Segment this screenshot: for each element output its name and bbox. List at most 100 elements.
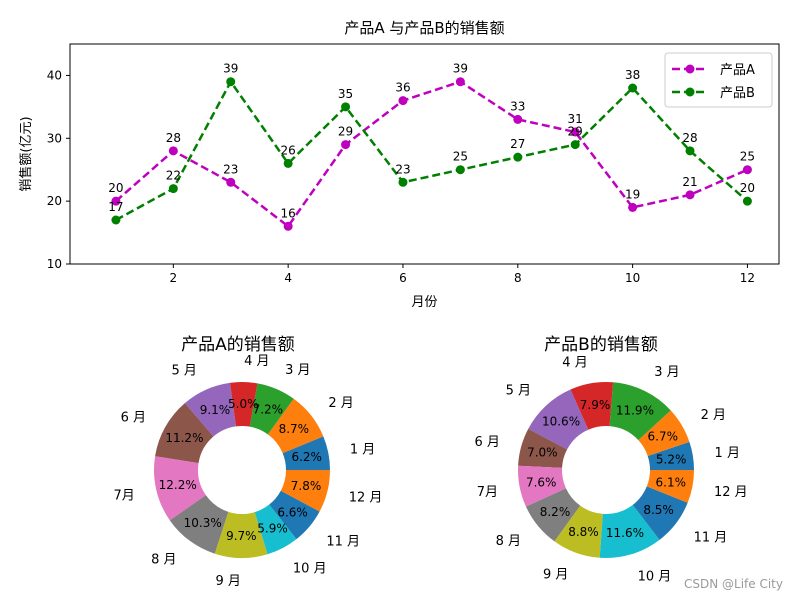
pie-percent-label: 7.9% [580, 398, 611, 412]
pie-category-label: 5 月 [172, 364, 197, 379]
data-point [628, 202, 638, 212]
data-label: 28 [166, 131, 181, 145]
pie-percent-label: 9.1% [200, 403, 231, 417]
pie-category-label: 10 月 [638, 569, 672, 584]
pie-category-label: 11 月 [326, 535, 360, 550]
pie-slice [609, 382, 671, 441]
pie-percent-label: 8.2% [540, 505, 571, 519]
data-point [628, 83, 638, 93]
legend-label-b: 产品B [720, 86, 755, 101]
data-point [570, 127, 580, 137]
pie-slice [647, 441, 694, 470]
pie-category-label: 1 月 [715, 446, 740, 461]
data-label: 39 [223, 62, 238, 76]
pie-slice [280, 470, 330, 512]
data-label: 29 [568, 125, 583, 139]
pie-slice [632, 486, 688, 540]
pie-percent-label: 12.2% [159, 478, 197, 492]
data-label: 28 [682, 131, 697, 145]
pie-slice [518, 428, 568, 468]
data-label: 26 [281, 143, 296, 157]
pie-category-label: 3 月 [285, 363, 310, 378]
pie-slice [184, 382, 236, 437]
pie-percent-label: 5.9% [257, 522, 288, 536]
pie-percent-label: 7.6% [526, 476, 557, 490]
pie-percent-label: 7.2% [253, 402, 284, 416]
pie-category-label: 1 月 [350, 443, 375, 458]
pie-chart-b: 产品B的销售额 5.2% 1 月 6.7% 2 月 11.9% 3 月 7.9% 4 月 10.… [475, 335, 748, 584]
data-point [226, 177, 236, 187]
watermark: CSDN @Life City [684, 577, 783, 591]
pie-percent-label: 8.8% [568, 525, 599, 539]
pie-percent-label: 7.8% [291, 479, 322, 493]
pie-slice [169, 495, 229, 554]
pie-percent-label: 5.0% [228, 397, 259, 411]
pie-category-label: 5 月 [506, 383, 531, 398]
pie-category-label: 7月 [477, 485, 498, 500]
data-label: 19 [625, 187, 640, 201]
data-point [283, 221, 293, 231]
pie-b-title: 产品B的销售额 [544, 335, 658, 355]
pie-slice [570, 382, 614, 430]
pie-slice [153, 456, 206, 521]
data-point [341, 102, 351, 112]
pie-slice [249, 383, 294, 435]
data-label: 23 [223, 162, 238, 176]
pie-percent-label: 8.7% [279, 422, 310, 436]
data-point [513, 114, 523, 124]
series-line-a [115, 80, 748, 229]
pie-percent-label: 11.9% [616, 404, 654, 418]
pie-category-label: 9 月 [543, 567, 568, 582]
pie-percent-label: 11.2% [165, 431, 203, 445]
data-point [341, 140, 351, 150]
data-label: 38 [625, 68, 640, 82]
data-point [168, 184, 178, 194]
data-label: 25 [740, 150, 755, 164]
data-point [685, 190, 695, 200]
series-line-b [115, 79, 749, 222]
pie-percent-label: 7.0% [527, 446, 558, 460]
y-tick-label: 20 [47, 194, 62, 208]
data-label: 25 [453, 150, 468, 164]
pie-category-label: 11 月 [694, 531, 728, 546]
data-label: 39 [453, 62, 468, 76]
pie-slice [269, 490, 320, 540]
data-label: 16 [281, 206, 296, 220]
pie-slice [518, 465, 566, 507]
data-point [742, 196, 752, 206]
data-point [111, 196, 121, 206]
data-point [111, 215, 121, 225]
data-point [168, 146, 178, 156]
pie-percent-label: 11.6% [606, 526, 644, 540]
pie-category-label: 7月 [114, 489, 135, 504]
pie-percent-label: 6.1% [656, 476, 687, 490]
pie-category-label: 12 月 [349, 491, 383, 506]
data-label: 20 [740, 181, 755, 195]
x-tick-label: 4 [284, 271, 292, 285]
pie-percent-label: 9.7% [226, 529, 257, 543]
data-label: 35 [338, 87, 353, 101]
pie-slice [526, 488, 581, 542]
pie-category-label: 9 月 [216, 574, 241, 589]
y-axis-label: 销售额(亿元) [18, 116, 34, 191]
pie-slice [267, 398, 324, 454]
pie-category-label: 4 月 [244, 354, 269, 369]
data-label: 23 [395, 162, 410, 176]
pie-percent-label: 10.3% [184, 516, 222, 530]
pie-slice [214, 511, 268, 559]
x-tick-label: 12 [740, 271, 755, 285]
data-point [455, 165, 465, 175]
data-label: 29 [338, 125, 353, 139]
x-tick-label: 6 [399, 271, 407, 285]
pie-slice [155, 403, 214, 464]
data-point [513, 152, 523, 162]
pie-slice [554, 505, 603, 558]
pie-a-title: 产品A的销售额 [181, 335, 295, 355]
line-chart: 产品A 与产品B的销售额 2 4 6 8 10 12 10 20 30 40 月份 销售额(亿元… [18, 19, 780, 310]
x-axis-label: 月份 [411, 295, 437, 310]
pie-chart-a: 产品A的销售额 6.2% 1 月 8.7% 2 月 7.2% 3 月 5.0% 4 月 9.1%… [114, 335, 383, 589]
pie-slice [254, 504, 297, 555]
pie-percent-label: 6.7% [648, 429, 679, 443]
legend: 产品A 产品B [664, 52, 773, 108]
